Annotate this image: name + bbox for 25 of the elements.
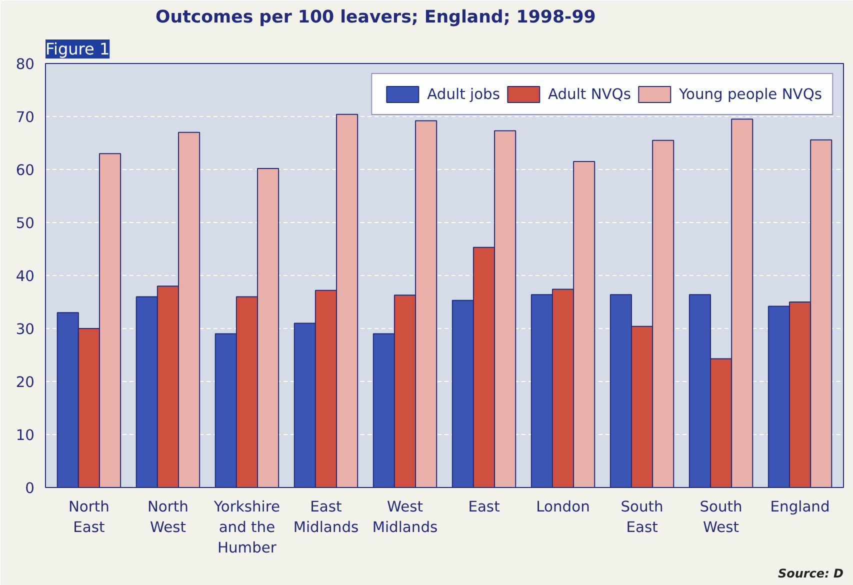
x-tick-label: England	[770, 498, 830, 516]
legend-label: Adult NVQs	[548, 86, 631, 102]
y-tick-label: 60	[16, 162, 35, 179]
x-tick-label: Yorkshire and the Humber	[212, 498, 280, 556]
x-tick-label: East Midlands	[293, 498, 359, 536]
x-tick-label: London	[536, 498, 590, 516]
chart-title: Outcomes per 100 leavers; England; 1998-99	[156, 8, 596, 28]
caption: Figure 1	[46, 40, 110, 58]
x-tick-label: North West	[147, 498, 188, 536]
x-tick-label: West Midlands	[372, 498, 438, 536]
x-tick-label: North East	[68, 498, 110, 536]
x-tick-label: South West	[700, 498, 742, 536]
y-tick-label: 70	[16, 109, 35, 126]
source-note: Source: D	[778, 566, 844, 580]
y-tick-label: 40	[16, 268, 35, 285]
y-tick-label: 20	[16, 374, 35, 391]
legend-label: Adult jobs	[427, 86, 500, 102]
y-tick-label: 50	[16, 215, 35, 232]
y-tick-label: 0	[25, 480, 35, 497]
y-tick-label: 30	[16, 321, 35, 338]
x-tick-label: East	[468, 498, 500, 516]
y-tick-label: 10	[16, 427, 35, 444]
legend-label: Young people NVQs	[678, 86, 822, 102]
y-tick-label: 80	[16, 56, 35, 73]
x-tick-label: South East	[620, 498, 664, 536]
